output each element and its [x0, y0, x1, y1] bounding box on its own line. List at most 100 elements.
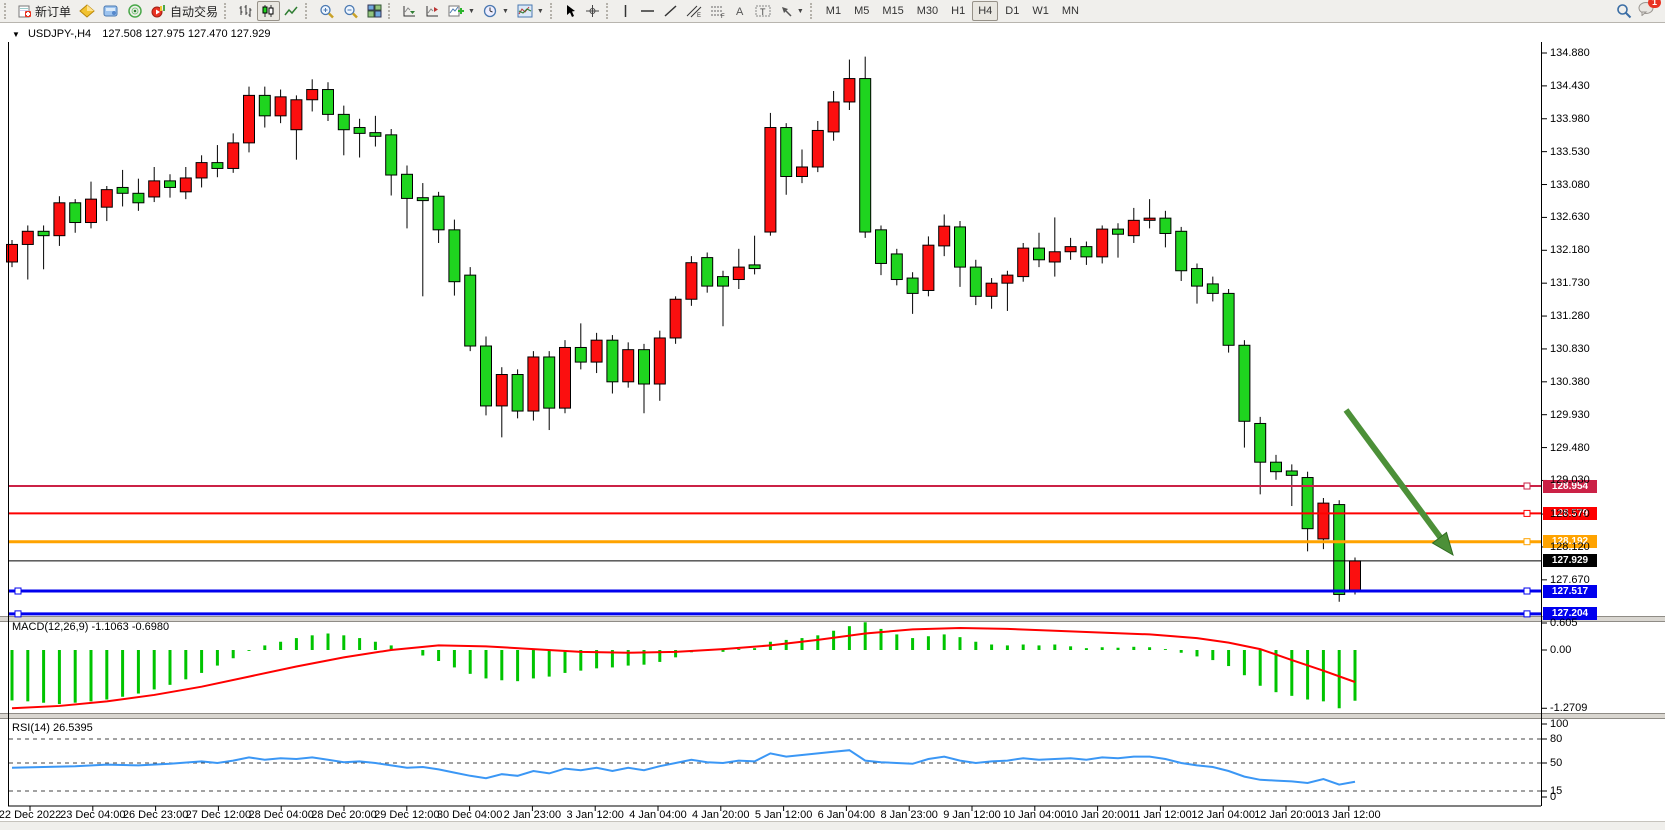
candle-body — [527, 356, 540, 412]
trend-arrow-head[interactable] — [1431, 531, 1454, 557]
pane-separator[interactable] — [0, 714, 1665, 718]
candle-body — [954, 226, 966, 268]
timeframe-button-mn[interactable]: MN — [1056, 1, 1085, 21]
vps-button[interactable] — [123, 1, 147, 21]
collapse-triangle-icon[interactable]: ▼ — [12, 30, 20, 39]
timeframe-toolbar: M1 M5 M15 M30 H1 H4 D1 W1 MN — [820, 1, 1085, 21]
chart-shift-button[interactable] — [421, 1, 444, 21]
gold-box-icon — [79, 4, 95, 18]
line-handle[interactable] — [14, 587, 22, 595]
toolbar-grip[interactable] — [605, 3, 612, 19]
pane-separator[interactable] — [0, 621, 1665, 622]
candle-body — [890, 253, 903, 281]
indicators-button[interactable]: ▼ — [444, 1, 479, 21]
signals-button[interactable] — [99, 1, 123, 21]
tile-windows-button[interactable] — [363, 1, 386, 21]
candle-body — [179, 177, 192, 193]
trendline-button[interactable] — [659, 1, 682, 21]
horizontal-line-button[interactable] — [636, 1, 659, 21]
candles-chart-button[interactable] — [257, 1, 281, 21]
text-a-icon: A — [736, 6, 744, 18]
line-handle[interactable] — [1523, 587, 1531, 595]
candle-body — [1175, 230, 1188, 272]
candle-body — [811, 129, 824, 168]
status-bar — [0, 821, 1665, 830]
new-order-button[interactable]: 新订单 — [14, 1, 75, 21]
line-handle[interactable] — [1523, 610, 1531, 618]
timeframe-button-m1[interactable]: M1 — [820, 1, 847, 21]
timeframe-button-m30[interactable]: M30 — [911, 1, 944, 21]
timeframe-button-w1[interactable]: W1 — [1026, 1, 1055, 21]
bar-chart-icon — [239, 5, 252, 17]
periods-button[interactable]: ▼ — [479, 1, 513, 21]
arrows-button[interactable]: ▼ — [775, 1, 808, 21]
candle-body — [416, 197, 429, 202]
candle-body — [701, 257, 714, 287]
toolbar-grip[interactable] — [388, 3, 394, 19]
zoom-out-button[interactable] — [339, 1, 363, 21]
trend-arrow-shaft[interactable] — [1343, 408, 1443, 539]
timeframe-button-h4[interactable]: H4 — [972, 1, 999, 21]
toolbar-grip[interactable] — [224, 3, 230, 19]
crosshair-button[interactable] — [581, 1, 604, 21]
trendline-icon — [664, 5, 677, 17]
pane-separator[interactable] — [0, 718, 1665, 719]
autotrading-icon — [151, 5, 166, 18]
candle-body — [638, 349, 650, 385]
timeframe-button-m15[interactable]: M15 — [876, 1, 909, 21]
line-handle[interactable] — [1523, 509, 1531, 517]
candle-body — [322, 89, 334, 115]
candle-body — [1127, 219, 1140, 237]
candle-body — [606, 339, 619, 383]
candle-body — [1238, 344, 1251, 422]
label-button[interactable]: T — [751, 1, 775, 21]
candle-body — [116, 186, 129, 194]
candle-body — [764, 127, 777, 233]
pane-separator[interactable] — [0, 713, 1665, 714]
toolbar-grip[interactable] — [305, 3, 311, 19]
bars-chart-button[interactable] — [234, 1, 257, 21]
candle-body — [717, 276, 729, 287]
vertical-line-button[interactable] — [616, 1, 636, 21]
pane-separator[interactable] — [0, 616, 1665, 617]
market-button[interactable] — [75, 1, 99, 21]
text-button[interactable]: A — [730, 1, 751, 21]
templates-button[interactable]: ▼ — [513, 1, 548, 21]
toolbar-grip[interactable] — [4, 3, 10, 19]
caret-down-icon: ▼ — [536, 7, 544, 15]
timeframe-button-m5[interactable]: M5 — [848, 1, 875, 21]
fibonacci-button[interactable]: F — [706, 1, 730, 21]
line-handle[interactable] — [1523, 538, 1531, 546]
line-handle[interactable] — [14, 610, 22, 618]
candle-body — [827, 101, 840, 133]
cursor-button[interactable] — [560, 1, 581, 21]
candle-body — [432, 195, 445, 231]
line-handle[interactable] — [1523, 482, 1531, 490]
svg-text:E: E — [697, 13, 701, 18]
candle-body — [1222, 292, 1235, 346]
notifications-button[interactable]: 1 — [1638, 0, 1661, 21]
timeframe-button-d1[interactable]: D1 — [999, 1, 1025, 21]
tile-windows-icon — [367, 4, 382, 18]
toolbar-grip[interactable] — [549, 3, 556, 19]
line-chart-button[interactable] — [280, 1, 303, 21]
channel-button[interactable]: E — [682, 1, 706, 21]
search-icon[interactable] — [1616, 3, 1632, 19]
auto-scroll-button[interactable] — [398, 1, 421, 21]
candle-body — [164, 180, 176, 188]
timeframe-button-h1[interactable]: H1 — [945, 1, 971, 21]
toolbar-grip[interactable] — [809, 3, 816, 19]
pane-separator[interactable] — [0, 617, 1665, 621]
zoom-in-button[interactable] — [315, 1, 339, 21]
candle-body — [685, 262, 698, 300]
caret-down-icon: ▼ — [796, 7, 804, 15]
candle-body — [543, 356, 556, 409]
candle-body — [590, 339, 603, 363]
chart-panel[interactable]: ▼ USDJPY-,H4 127.508 127.975 127.470 127… — [0, 24, 1665, 830]
candle-body — [511, 374, 524, 412]
autotrading-button[interactable]: 自动交易 — [147, 1, 222, 21]
chart-shift-icon — [426, 6, 439, 17]
candle-body — [1285, 470, 1298, 476]
